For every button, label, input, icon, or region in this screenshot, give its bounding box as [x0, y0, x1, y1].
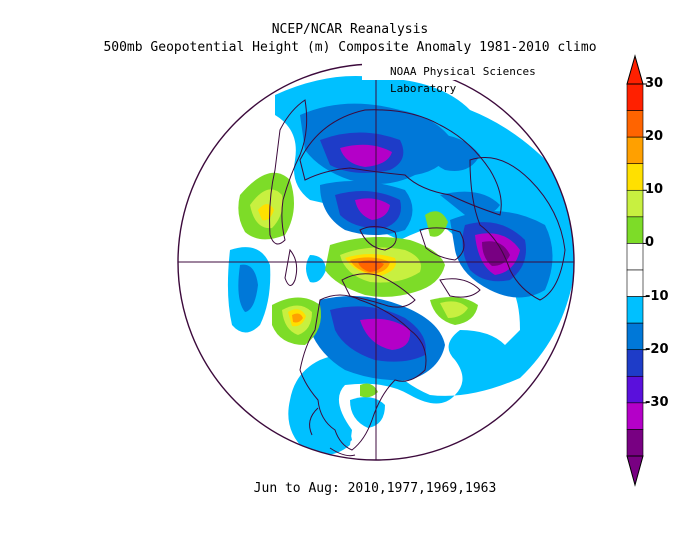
colorbar-tick-label: -30 — [645, 394, 669, 410]
colorbar-tick-label: 20 — [645, 129, 664, 145]
colorbar-swatch — [626, 296, 644, 324]
period-label: Jun to Aug: 2010,1977,1969,1963 — [253, 481, 497, 496]
subtitle: 500mb Geopotential Height (m) Composite … — [103, 40, 597, 55]
colorbar-swatch — [626, 375, 644, 404]
colorbar-swatch — [626, 189, 644, 218]
colorbar-tick-label: 30 — [645, 76, 664, 91]
colorbar-tick-label: 10 — [645, 182, 664, 198]
colorbar-swatch — [626, 83, 644, 111]
colorbar-swatch — [626, 163, 644, 191]
colorbar-top-arrow — [626, 54, 644, 85]
title: NCEP/NCAR Reanalysis — [271, 22, 429, 37]
colorbar-tick-label: -10 — [645, 288, 669, 304]
graticule — [178, 64, 574, 460]
colorbar-swatch — [626, 349, 644, 377]
colorbar-swatch — [626, 269, 644, 297]
colorbar-swatch — [626, 402, 644, 430]
colorbar-bottom-arrow — [626, 455, 644, 487]
colorbar-swatch — [626, 216, 644, 244]
colorbar-swatch — [626, 136, 644, 165]
colorbar-swatch — [626, 110, 644, 138]
colorbar-tick-label: -20 — [645, 341, 669, 357]
colorbar-swatch — [626, 322, 644, 351]
colorbar-tick-label: 0 — [645, 235, 655, 251]
colorbar-swatch — [626, 243, 644, 271]
anomaly-field — [227, 76, 574, 455]
colorbar-swatch — [626, 429, 644, 457]
credit-label: NOAA Physical Sciences Laboratory — [362, 63, 574, 95]
